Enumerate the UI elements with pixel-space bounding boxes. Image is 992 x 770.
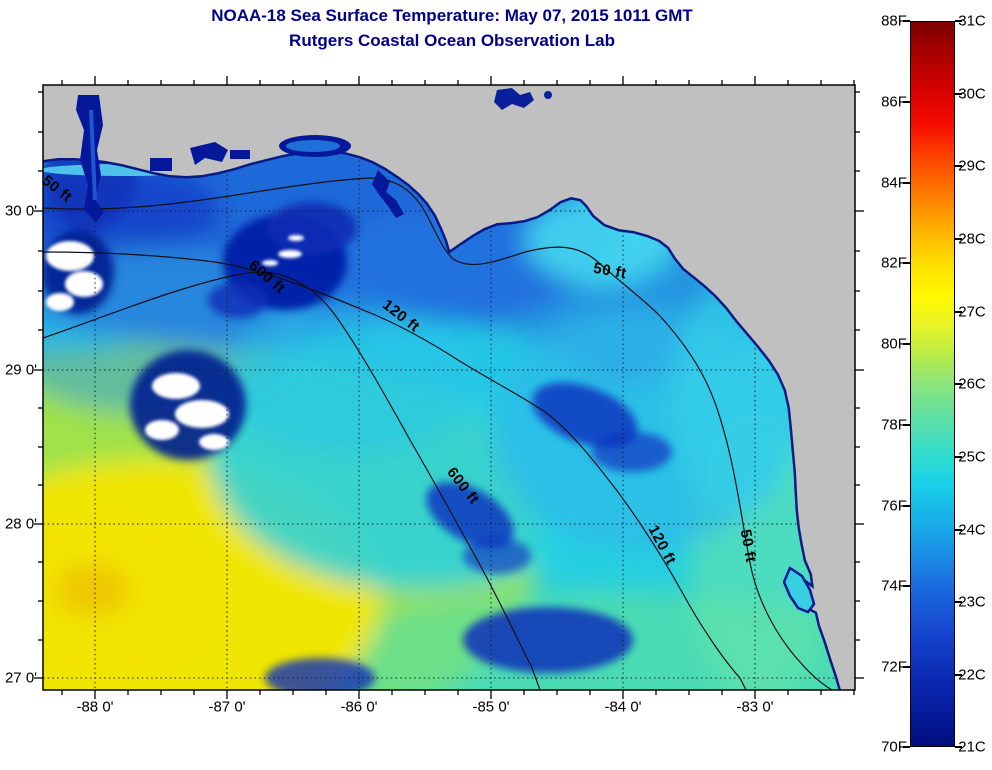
colorbar-tick (955, 238, 962, 240)
colorbar-fahrenheit-label: 84F (881, 174, 907, 192)
colorbar-celsius-label: 30C (958, 85, 986, 103)
x-tick-label: -85 0' (472, 698, 510, 716)
plot-subtitle: Rutgers Coastal Ocean Observation Lab (289, 31, 615, 50)
colorbar-tick (955, 383, 962, 385)
colorbar-tick (903, 182, 910, 184)
contour-50ft (43, 177, 833, 690)
colorbar-celsius-label: 21C (958, 738, 986, 756)
colorbar-celsius-label: 25C (958, 448, 986, 466)
axis-ticks (34, 76, 864, 699)
colorbar-celsius-label: 28C (958, 230, 986, 248)
plot-title: NOAA-18 Sea Surface Temperature: May 07,… (211, 6, 693, 25)
colorbar-tick (955, 746, 962, 748)
colorbar-tick (955, 311, 962, 313)
colorbar-tick (903, 666, 910, 668)
colorbar-tick (955, 529, 962, 531)
colorbar-tick (955, 456, 962, 458)
sea-surface-temperature-field (43, 85, 855, 690)
colorbar-fahrenheit-label: 88F (881, 12, 907, 30)
y-tick-label: 27 0' (4, 669, 38, 687)
x-tick-label: -88 0' (76, 698, 114, 716)
colorbar-jet (910, 21, 955, 747)
bathymetry-contours (43, 177, 833, 690)
colorbar-tick (903, 585, 910, 587)
colorbar-tick (903, 262, 910, 264)
x-tick-label: -87 0' (208, 698, 246, 716)
contour-120ft (43, 251, 747, 690)
land (43, 85, 855, 690)
colorbar-celsius-label: 22C (958, 666, 986, 684)
colorbar-celsius-label: 31C (958, 12, 986, 30)
colorbar-celsius-label: 26C (958, 375, 986, 393)
colorbar-fahrenheit-label: 70F (881, 738, 907, 756)
colorbar-celsius-label: 24C (958, 521, 986, 539)
colorbar-fahrenheit-label: 74F (881, 577, 907, 595)
colorbar-tick (903, 343, 910, 345)
x-tick-label: -84 0' (604, 698, 642, 716)
colorbar-fahrenheit-label: 86F (881, 93, 907, 111)
colorbar-tick (903, 746, 910, 748)
axis-frame (42, 84, 856, 691)
colorbar-tick (955, 601, 962, 603)
contour-600ft (43, 271, 541, 690)
colorbar-celsius-label: 27C (958, 303, 986, 321)
colorbar-tick (955, 165, 962, 167)
colorbar-tick (903, 20, 910, 22)
colorbar-tick (903, 424, 910, 426)
colorbar-tick (903, 505, 910, 507)
x-tick-label: -83 0' (736, 698, 774, 716)
y-tick-label: 28 0' (4, 515, 38, 533)
colorbar-tick (903, 101, 910, 103)
colorbar-celsius-label: 23C (958, 593, 986, 611)
colorbar-fahrenheit-label: 72F (881, 658, 907, 676)
colorbar-tick (955, 20, 962, 22)
colorbar-celsius-label: 29C (958, 157, 986, 175)
y-tick-label: 29 0' (4, 361, 38, 379)
colorbar-fahrenheit-label: 80F (881, 335, 907, 353)
colorbar-fahrenheit-label: 82F (881, 254, 907, 272)
x-tick-label: -86 0' (340, 698, 378, 716)
colorbar-tick (955, 93, 962, 95)
bays-and-inlets (76, 88, 816, 614)
colorbar-fahrenheit-label: 76F (881, 497, 907, 515)
colorbar-tick (955, 674, 962, 676)
y-tick-label: 30 0' (4, 202, 38, 220)
cloud-patches (46, 235, 304, 450)
grid-lines (43, 85, 855, 690)
colorbar-fahrenheit-label: 78F (881, 416, 907, 434)
